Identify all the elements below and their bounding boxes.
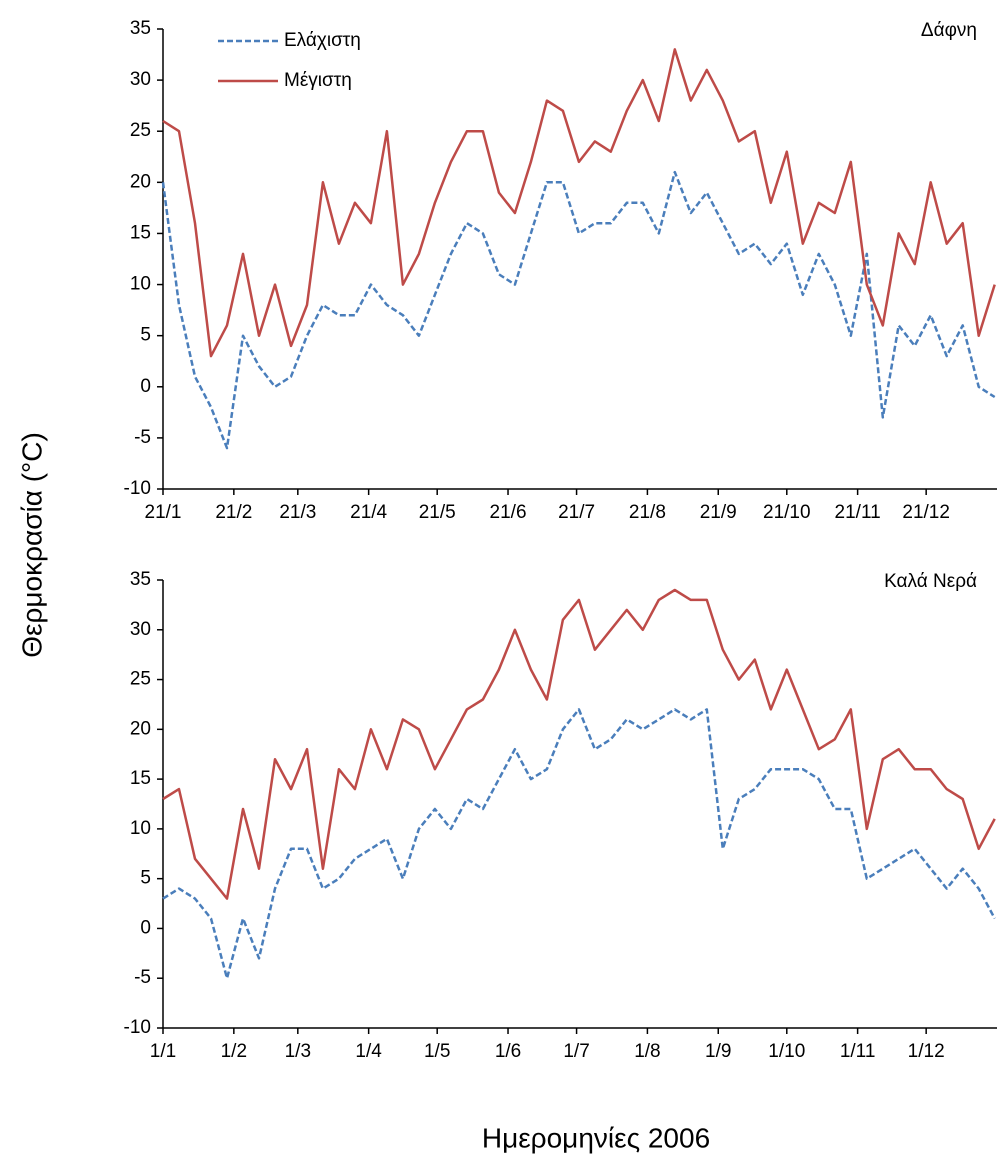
x-tick-label: 21/8 — [629, 502, 666, 523]
y-tick-label: 35 — [130, 18, 151, 39]
legend-label: Μέγιστη — [284, 70, 352, 91]
x-tick-label: 1/12 — [908, 1041, 945, 1062]
x-tick-label: 1/5 — [424, 1041, 450, 1062]
x-tick-label: 21/1 — [145, 502, 182, 523]
y-tick-label: 20 — [130, 718, 151, 739]
y-tick-label: 25 — [130, 669, 151, 690]
x-tick-label: 21/5 — [419, 502, 456, 523]
x-tick-label: 1/7 — [563, 1041, 589, 1062]
x-tick-label: 1/4 — [355, 1041, 382, 1062]
y-tick-label: 35 — [130, 569, 151, 590]
x-tick-label: 21/11 — [835, 502, 881, 523]
series-line — [161, 170, 996, 450]
y-tick-label: 10 — [130, 818, 151, 839]
x-tick-label: 1/11 — [840, 1041, 876, 1062]
x-tick-label: 21/7 — [558, 502, 595, 523]
y-tick-label: 25 — [130, 120, 151, 141]
series-line — [162, 708, 996, 980]
y-tick-label: 5 — [140, 325, 151, 346]
y-tick-label: 15 — [130, 768, 151, 789]
series-line — [162, 588, 996, 900]
y-tick-label: 15 — [130, 222, 151, 243]
series-line — [162, 48, 996, 358]
y-tick-label: -10 — [124, 478, 151, 499]
y-axis-label: Θερμοκρασία (°C) — [16, 432, 47, 658]
x-tick-label: 1/6 — [495, 1041, 521, 1062]
x-tick-label: 1/10 — [768, 1041, 805, 1062]
y-tick-label: 30 — [130, 69, 151, 90]
y-tick-label: 0 — [140, 376, 151, 397]
panel-title: Δάφνη — [921, 20, 977, 41]
x-tick-label: 21/3 — [279, 502, 316, 523]
x-tick-label: 21/4 — [350, 502, 387, 523]
y-tick-label: 20 — [130, 171, 151, 192]
y-tick-label: -10 — [124, 1017, 151, 1038]
x-axis-label: Ημερομηνίες 2006 — [482, 1122, 710, 1153]
y-tick-label: 30 — [130, 619, 151, 640]
x-tick-label: 1/8 — [634, 1041, 660, 1062]
x-tick-label: 1/2 — [221, 1041, 247, 1062]
y-tick-label: 10 — [130, 274, 151, 295]
x-tick-label: 21/10 — [763, 502, 811, 523]
y-tick-label: -5 — [134, 427, 151, 448]
legend-label: Ελάχιστη — [284, 30, 361, 51]
x-tick-label: 1/1 — [150, 1041, 176, 1062]
x-tick-label: 21/9 — [700, 502, 737, 523]
panel-title: Καλά Νερά — [884, 571, 977, 592]
x-tick-label: 1/3 — [285, 1041, 311, 1062]
x-tick-label: 1/9 — [705, 1041, 731, 1062]
y-tick-label: 0 — [140, 917, 151, 938]
x-tick-label: 21/6 — [490, 502, 527, 523]
x-tick-label: 21/2 — [215, 502, 252, 523]
y-tick-label: 5 — [140, 868, 151, 889]
x-tick-label: 21/12 — [902, 502, 950, 523]
y-tick-label: -5 — [134, 967, 151, 988]
